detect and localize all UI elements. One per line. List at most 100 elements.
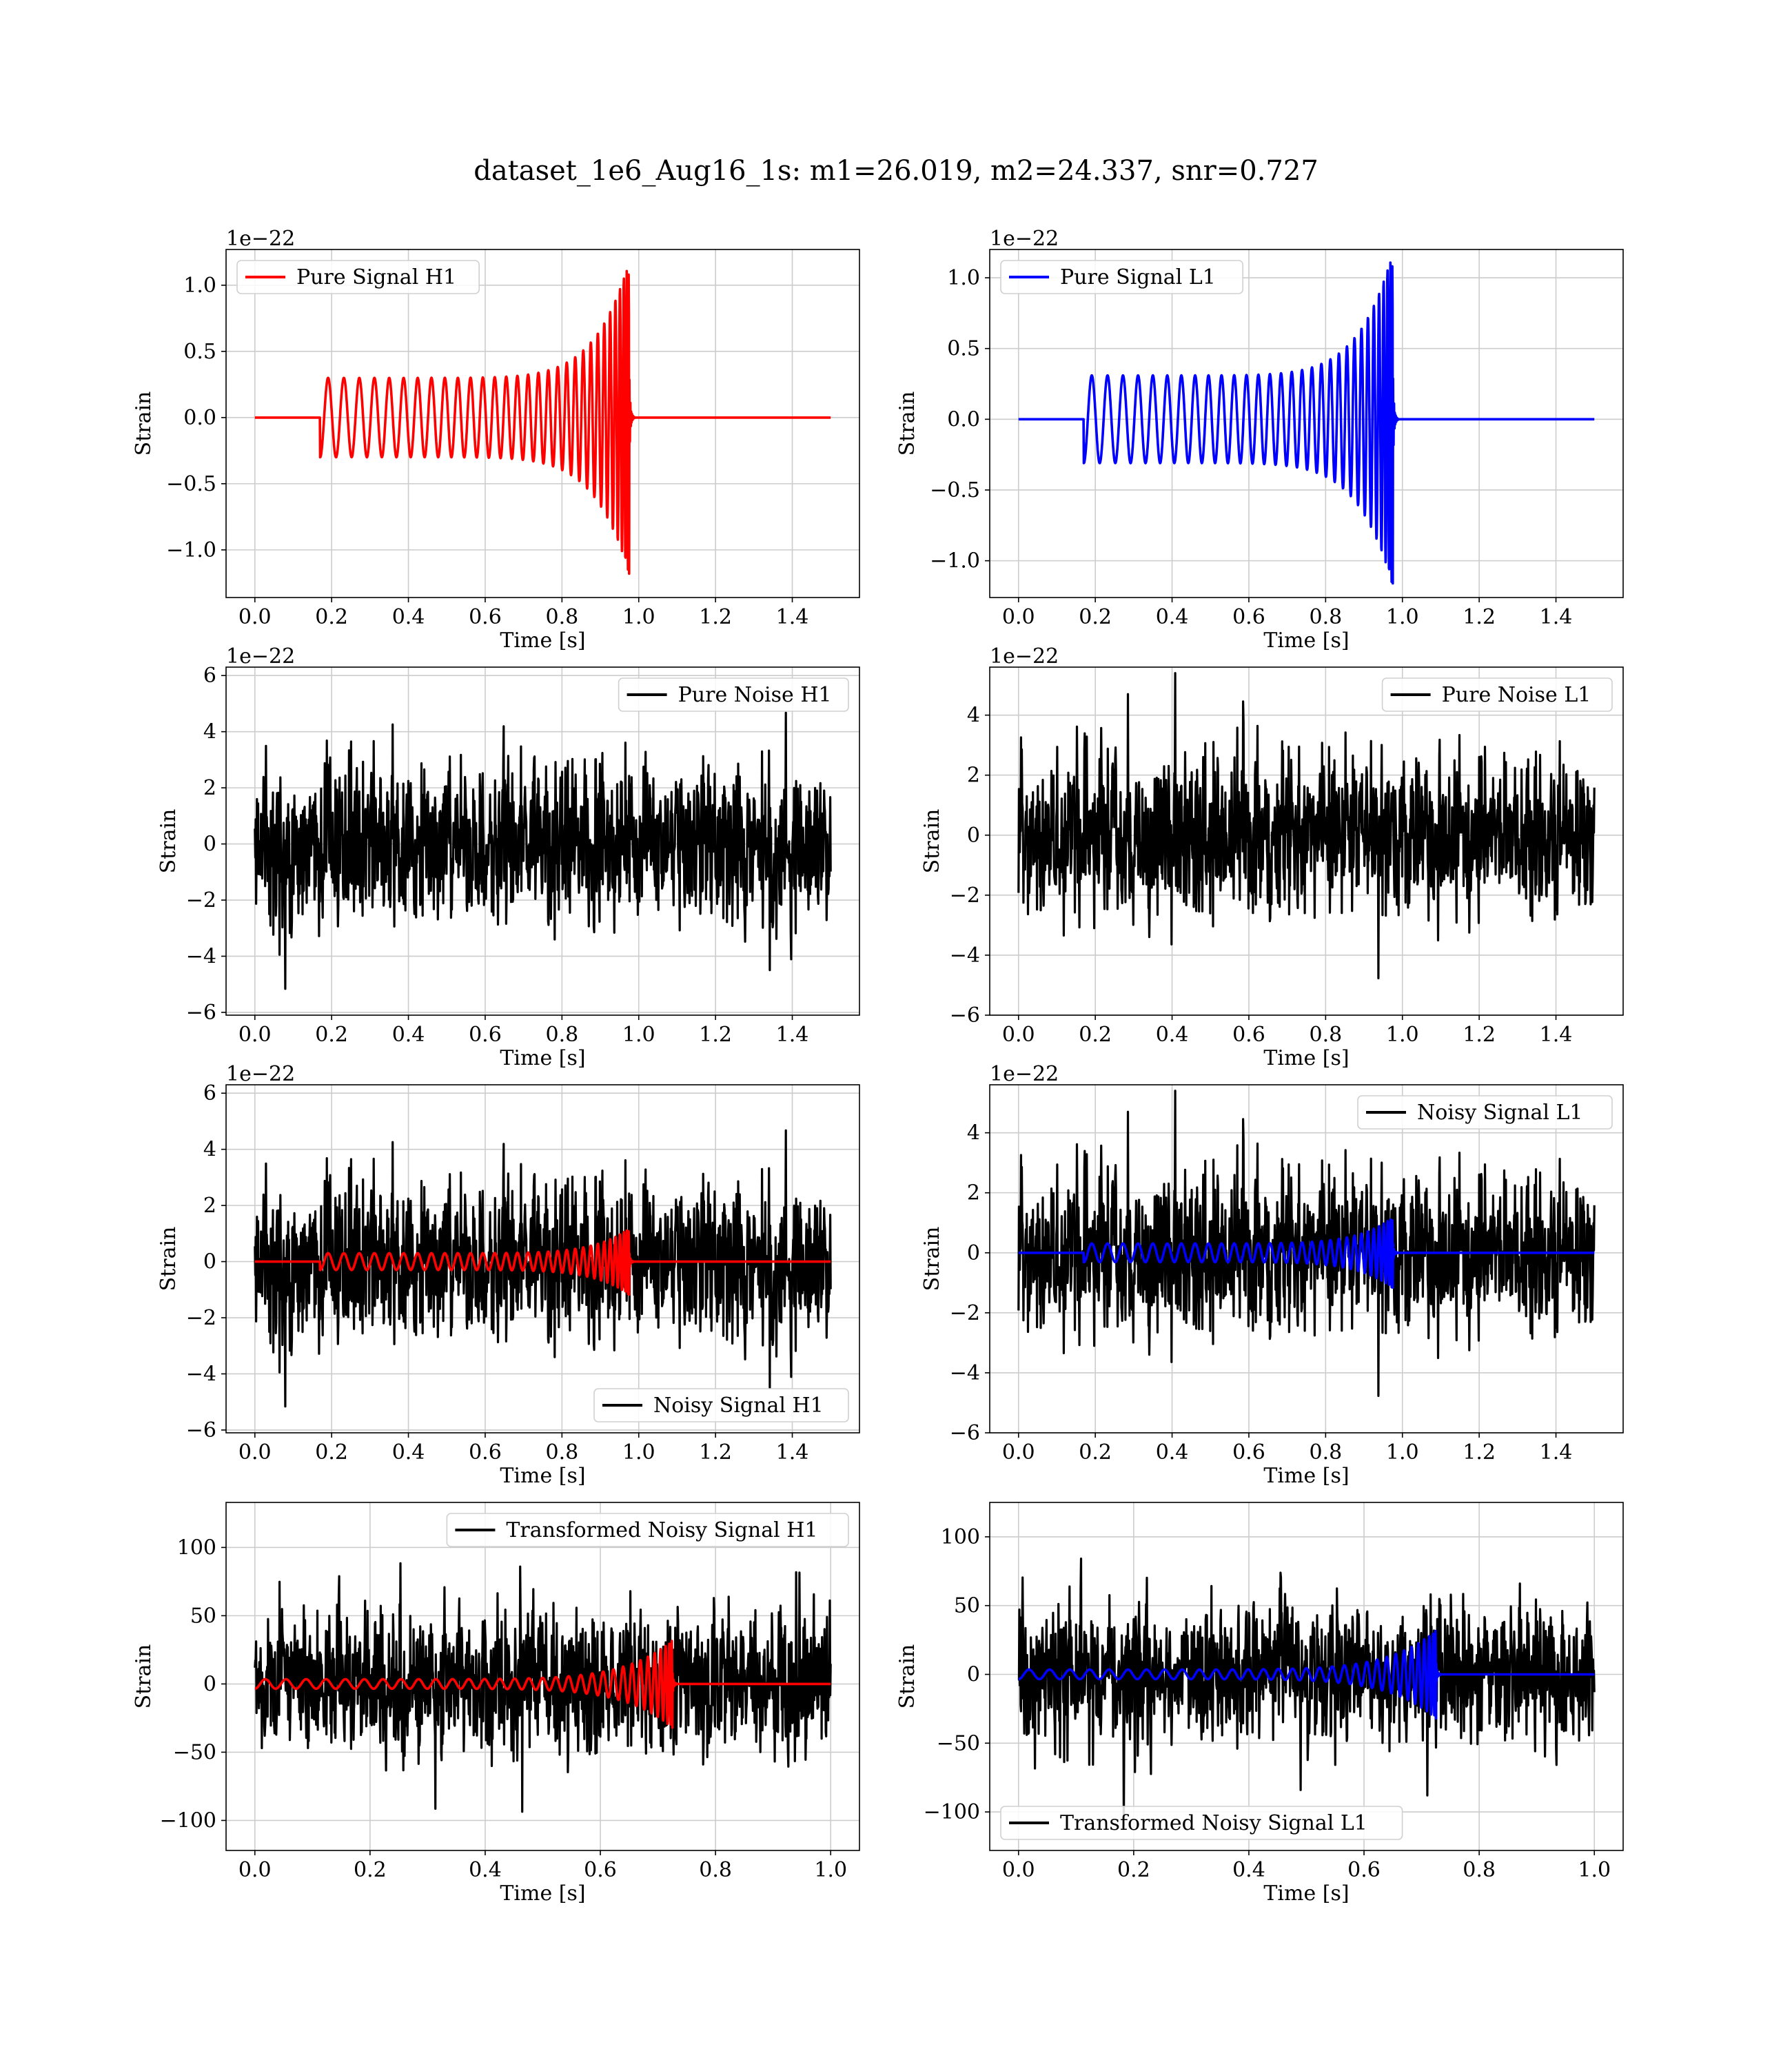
panel-transformed-noisy-signal-h1: 0.0 0.2 0.4 0.6 0.8 1.0 −100 −50 0 50 100 Time [s] S… bbox=[132, 1502, 860, 1906]
x-tick-label: 0.0 bbox=[1002, 605, 1035, 629]
legend: Pure Signal L1 bbox=[1000, 260, 1244, 294]
x-tick-label: 0.8 bbox=[1309, 1023, 1342, 1047]
y-tick-label: 0.5 bbox=[947, 337, 980, 361]
x-tick-label: 0.4 bbox=[469, 1858, 502, 1882]
legend: Noisy Signal L1 bbox=[1357, 1095, 1613, 1130]
x-tick-label: 1.4 bbox=[1540, 605, 1573, 629]
panel-pure-signal-h1: 0.0 0.2 0.4 0.6 0.8 1.0 1.2 1.4 −1.0 −0.5 0.0 0.5 1.… bbox=[132, 227, 860, 653]
x-tick-label: 0.4 bbox=[392, 1440, 425, 1465]
x-tick-label: 1.0 bbox=[1386, 605, 1419, 629]
x-axis-label: Time [s] bbox=[1263, 1046, 1349, 1070]
y-tick-label: 6 bbox=[203, 664, 216, 688]
x-tick-label: 0.6 bbox=[1232, 1023, 1265, 1047]
y-tick-label: −2 bbox=[186, 888, 216, 912]
axis-offset-text: 1e−22 bbox=[226, 1062, 295, 1086]
x-tick-label: 0.4 bbox=[1156, 605, 1189, 629]
legend-label: Pure Noise L1 bbox=[1442, 683, 1591, 707]
x-tick-label: 0.4 bbox=[1156, 1023, 1189, 1047]
noise-series-line bbox=[1017, 1558, 1596, 1827]
y-tick-label: 2 bbox=[967, 764, 980, 788]
axes-frame bbox=[225, 249, 860, 598]
y-tick-label: −6 bbox=[950, 1421, 980, 1445]
y-tick-label: 50 bbox=[954, 1594, 980, 1618]
y-tick-label: 0 bbox=[203, 1672, 216, 1696]
x-tick-label: 0.0 bbox=[238, 1440, 272, 1465]
x-tick-label: 1.0 bbox=[1386, 1023, 1419, 1047]
legend-label: Pure Signal H1 bbox=[296, 265, 456, 289]
x-tick-label: 1.2 bbox=[699, 1440, 732, 1465]
noise-series-line bbox=[254, 1129, 832, 1408]
x-tick-label: 1.0 bbox=[622, 1440, 655, 1465]
axis-offset-text: 1e−22 bbox=[990, 644, 1059, 669]
legend-label: Pure Signal L1 bbox=[1060, 265, 1216, 289]
x-tick-label: 0.2 bbox=[315, 1440, 348, 1465]
x-tick-label: 1.4 bbox=[1540, 1440, 1573, 1465]
legend-box bbox=[1381, 677, 1613, 712]
y-tick-label: −2 bbox=[950, 1301, 980, 1325]
x-tick-label: 1.4 bbox=[776, 605, 809, 629]
legend-box bbox=[446, 1513, 849, 1547]
x-axis-label: Time [s] bbox=[1263, 629, 1349, 653]
y-tick-label: −4 bbox=[186, 1362, 216, 1386]
axes-frame bbox=[989, 249, 1624, 598]
x-tick-label: 1.2 bbox=[1463, 1440, 1496, 1465]
y-tick-label: 0 bbox=[967, 1241, 980, 1265]
y-tick-label: −0.5 bbox=[166, 472, 216, 496]
axis-offset-text: 1e−22 bbox=[226, 227, 295, 251]
x-tick-label: 0.8 bbox=[545, 1440, 578, 1465]
x-tick-label: 0.2 bbox=[1117, 1858, 1150, 1882]
noise-series-line bbox=[254, 1562, 832, 1813]
x-tick-label: 0.2 bbox=[1079, 605, 1112, 629]
legend-label: Pure Noise H1 bbox=[678, 683, 832, 707]
y-tick-label: 0.5 bbox=[183, 340, 216, 364]
x-tick-label: 0.8 bbox=[1309, 605, 1342, 629]
x-tick-label: 0.0 bbox=[238, 605, 272, 629]
x-tick-label: 0.8 bbox=[1463, 1858, 1496, 1882]
y-tick-label: −0.5 bbox=[930, 478, 980, 502]
legend-label: Noisy Signal H1 bbox=[653, 1394, 824, 1418]
legend-label: Transformed Noisy Signal L1 bbox=[1060, 1811, 1367, 1835]
x-tick-label: 0.2 bbox=[1079, 1023, 1112, 1047]
signal-series-line bbox=[1017, 261, 1596, 585]
y-tick-label: −6 bbox=[186, 1418, 216, 1442]
y-tick-label: 4 bbox=[203, 1138, 216, 1162]
y-tick-label: 0.0 bbox=[183, 406, 216, 430]
y-tick-label: 100 bbox=[941, 1525, 980, 1549]
y-tick-label: 6 bbox=[203, 1081, 216, 1105]
x-tick-label: 0.4 bbox=[1232, 1858, 1265, 1882]
y-tick-label: 4 bbox=[967, 704, 980, 728]
panel-noisy-signal-h1: 0.0 0.2 0.4 0.6 0.8 1.0 1.2 1.4 −6 −4 −2 0 2 4 6 Time [… bbox=[156, 1062, 860, 1488]
legend: Pure Signal H1 bbox=[236, 260, 480, 294]
x-tick-label: 0.0 bbox=[1002, 1858, 1035, 1882]
x-axis-label: Time [s] bbox=[1263, 1881, 1349, 1906]
y-tick-label: −100 bbox=[924, 1800, 980, 1824]
x-tick-label: 1.0 bbox=[622, 1023, 655, 1047]
signal-series-line bbox=[1017, 1218, 1596, 1289]
x-tick-label: 0.4 bbox=[392, 605, 425, 629]
x-tick-label: 1.4 bbox=[1540, 1023, 1573, 1047]
x-tick-label: 1.0 bbox=[814, 1858, 847, 1882]
x-tick-label: 0.8 bbox=[1309, 1440, 1342, 1465]
y-tick-label: 0 bbox=[967, 824, 980, 848]
legend-box bbox=[1000, 260, 1244, 294]
y-tick-label: −4 bbox=[950, 1361, 980, 1385]
x-tick-label: 0.4 bbox=[1156, 1440, 1189, 1465]
y-axis-label: Strain bbox=[920, 1227, 944, 1292]
y-tick-label: 1.0 bbox=[947, 266, 980, 290]
y-tick-label: −50 bbox=[937, 1731, 980, 1755]
signal-series-line bbox=[254, 269, 832, 575]
axis-offset-text: 1e−22 bbox=[990, 1062, 1059, 1086]
legend: Transformed Noisy Signal H1 bbox=[446, 1513, 849, 1547]
x-tick-label: 1.0 bbox=[1386, 1440, 1419, 1465]
x-tick-label: 0.6 bbox=[584, 1858, 617, 1882]
y-tick-label: −100 bbox=[160, 1808, 216, 1833]
x-tick-label: 0.6 bbox=[1347, 1858, 1381, 1882]
legend-box bbox=[618, 677, 849, 712]
x-tick-label: 0.8 bbox=[545, 605, 578, 629]
y-axis-label: Strain bbox=[156, 1227, 181, 1292]
y-tick-label: −1.0 bbox=[930, 549, 980, 573]
y-axis-label: Strain bbox=[895, 1644, 919, 1709]
axes-frame bbox=[989, 1502, 1624, 1851]
